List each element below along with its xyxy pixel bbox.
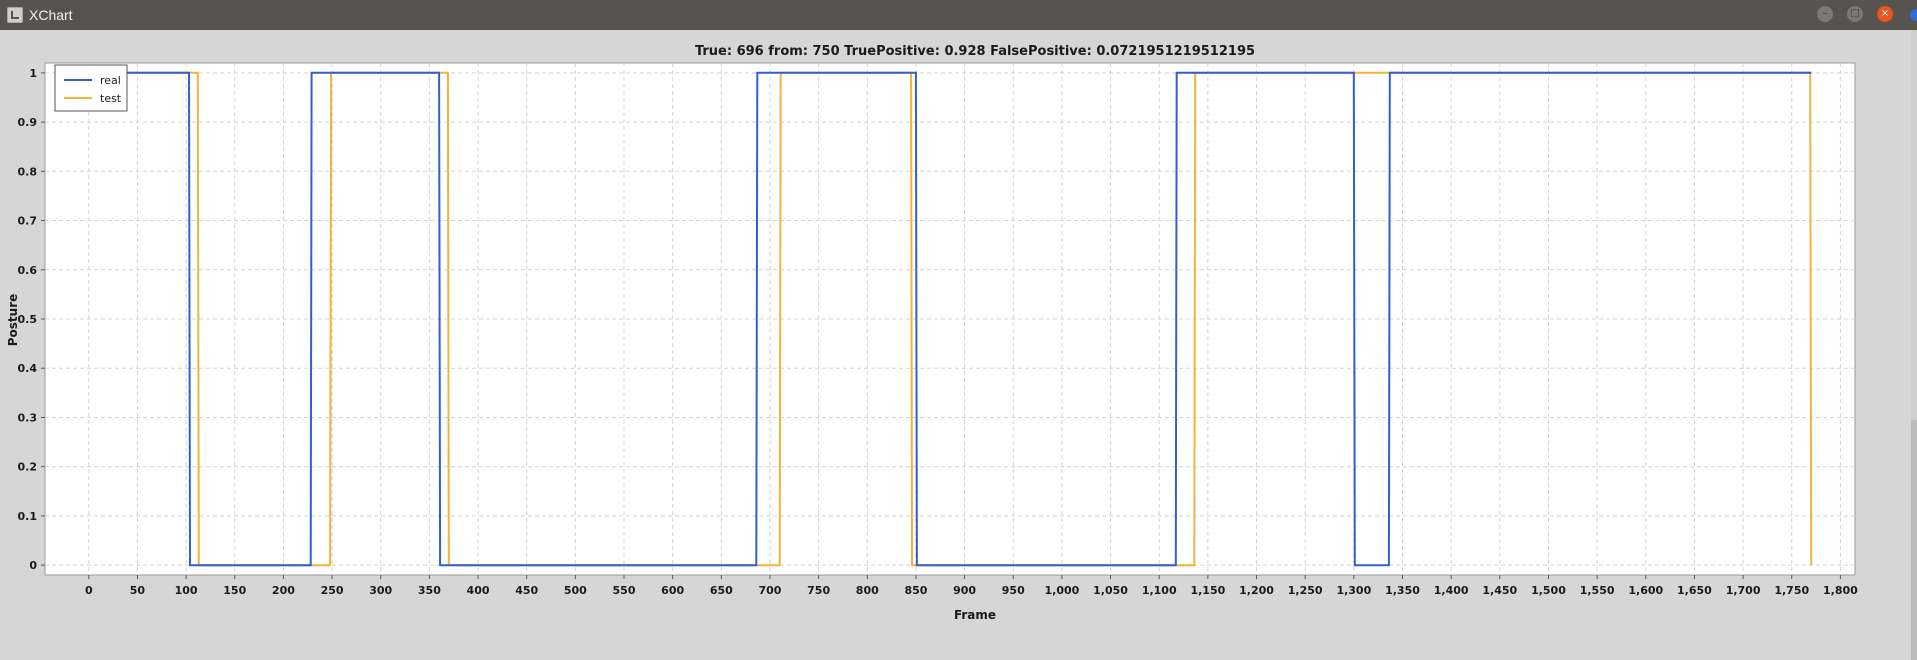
window-title: XChart	[29, 7, 73, 23]
x-tick-label: 1,600	[1628, 584, 1663, 597]
x-tick-label: 1,700	[1726, 584, 1761, 597]
x-tick-label: 1,250	[1288, 584, 1323, 597]
x-tick-label: 800	[856, 584, 879, 597]
x-tick-label: 400	[467, 584, 490, 597]
x-tick-label: 1,350	[1385, 584, 1420, 597]
x-tick-label: 1,000	[1045, 584, 1080, 597]
y-axis-title: Posture	[6, 294, 20, 347]
series-layer	[88, 71, 1813, 567]
scrollbar-thumb[interactable]	[1911, 420, 1917, 660]
x-tick-label: 350	[418, 584, 441, 597]
x-tick-label: 300	[369, 584, 392, 597]
y-tick-label: 0.3	[18, 411, 38, 424]
y-tick-label: 0.8	[18, 165, 38, 178]
x-tick-label: 0	[85, 584, 93, 597]
x-tick-label: 1,650	[1677, 584, 1712, 597]
x-tick-label: 100	[175, 584, 198, 597]
y-tick-label: 0.9	[18, 116, 38, 129]
edge-indicator-icon	[1910, 9, 1917, 21]
y-tick-label: 0.6	[18, 264, 38, 277]
x-tick-label: 450	[515, 584, 538, 597]
grid	[45, 63, 1855, 575]
x-tick-label: 1,200	[1239, 584, 1274, 597]
chart: True: 696 from: 750 TruePositive: 0.928 …	[6, 44, 1859, 622]
x-tick-label: 900	[953, 584, 976, 597]
axis-ticks: 0 50 100 150 200 250 300 350 400 450 500 550 600 650 7…	[18, 67, 1859, 597]
y-tick-label: 0.5	[18, 313, 38, 326]
legend-label-real: real	[100, 74, 121, 87]
x-tick-label: 1,750	[1774, 584, 1809, 597]
x-tick-label: 1,550	[1580, 584, 1615, 597]
x-tick-label: 1,050	[1093, 584, 1128, 597]
x-tick-label: 600	[661, 584, 684, 597]
series-line-real	[88, 71, 1812, 567]
x-tick-label: 200	[272, 584, 295, 597]
window-titlebar[interactable]: XChart – □ ×	[0, 0, 1917, 30]
legend-box	[54, 64, 128, 112]
x-tick-label: 1,400	[1434, 584, 1469, 597]
y-tick-label: 0.4	[18, 362, 38, 375]
x-tick-label: 1,150	[1190, 584, 1225, 597]
x-axis-title: Frame	[954, 608, 996, 622]
x-tick-label: 700	[758, 584, 781, 597]
x-tick-label: 150	[223, 584, 246, 597]
x-tick-label: 550	[613, 584, 636, 597]
x-tick-label: 650	[710, 584, 733, 597]
chart-title: True: 696 from: 750 TruePositive: 0.928 …	[695, 44, 1255, 59]
y-tick-label: 1	[29, 67, 37, 80]
x-tick-label: 1,300	[1336, 584, 1371, 597]
y-tick-label: 0.1	[18, 510, 38, 523]
x-tick-label: 1,100	[1142, 584, 1177, 597]
maximize-button[interactable]: □	[1847, 6, 1863, 22]
x-tick-label: 850	[904, 584, 927, 597]
y-tick-label: 0.7	[18, 215, 38, 228]
x-tick-label: 750	[807, 584, 830, 597]
x-tick-label: 1,500	[1531, 584, 1566, 597]
legend: real test	[54, 64, 128, 112]
legend-label-test: test	[100, 92, 122, 105]
close-button[interactable]: ×	[1877, 6, 1893, 22]
scrollbar[interactable]	[1911, 30, 1917, 660]
y-tick-label: 0	[29, 559, 37, 572]
minimize-button[interactable]: –	[1817, 6, 1833, 22]
x-tick-label: 500	[564, 584, 587, 597]
app-icon	[7, 7, 23, 23]
x-tick-label: 1,800	[1823, 584, 1858, 597]
x-tick-label: 1,450	[1482, 584, 1517, 597]
x-tick-label: 250	[321, 584, 344, 597]
x-tick-label: 50	[130, 584, 146, 597]
x-tick-label: 950	[1002, 584, 1025, 597]
y-tick-label: 0.2	[18, 461, 38, 474]
